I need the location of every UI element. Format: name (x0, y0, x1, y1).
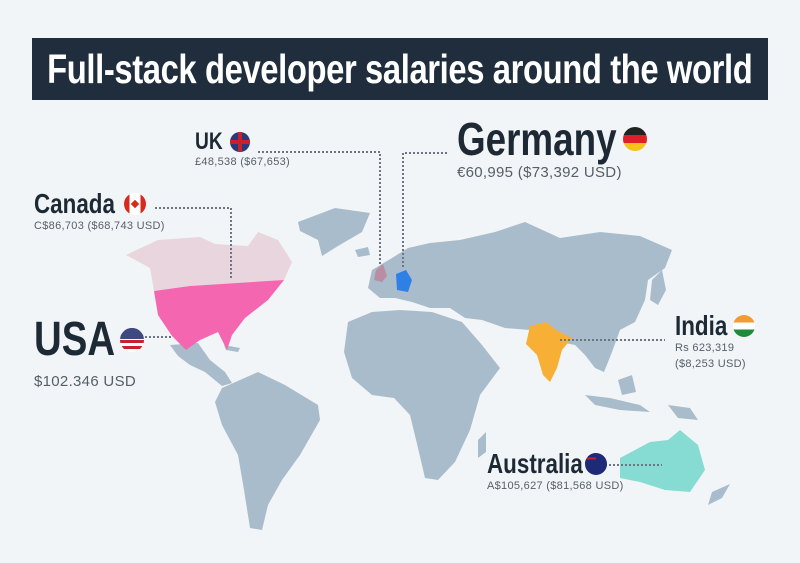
japan (650, 270, 666, 305)
south-america (215, 372, 320, 530)
usa-salary: $102.346 USD (34, 373, 137, 390)
australia-flag-icon (585, 453, 608, 475)
uk-salary: £48,538 ($67,653) (195, 156, 291, 168)
uk-label: UK £48,538 ($67,653) (195, 128, 290, 168)
canada-leader-line (155, 207, 232, 278)
uk-leader-line (258, 151, 381, 265)
germany-region (396, 270, 412, 292)
canada-flag-icon (123, 193, 146, 215)
uk-region (374, 264, 387, 282)
eurasia (368, 222, 672, 372)
usa-flag-icon (119, 327, 144, 352)
india-salary-local: Rs 623,319 (675, 342, 735, 354)
india-region (526, 322, 572, 382)
germany-name: Germany (457, 113, 617, 165)
uk-name: UK (195, 128, 223, 155)
new-zealand (708, 484, 730, 505)
africa (344, 310, 500, 480)
title-banner: Full-stack developer salaries around the… (32, 38, 768, 100)
canada-salary: C$86,703 ($68,743 USD) (34, 220, 165, 232)
germany-label: Germany €60,995 ($73,392 USD) (457, 112, 647, 181)
usa-region (154, 280, 284, 350)
canada-region (126, 232, 292, 291)
canada-name: Canada (34, 188, 115, 219)
germany-flag-icon (622, 127, 647, 151)
india-flag-icon (732, 315, 755, 337)
iceland (355, 247, 370, 257)
australia-label: Australia A$105,627 ($81,568 USD) (487, 448, 624, 492)
borneo (618, 375, 636, 395)
india-salary-usd: ($8,253 USD) (675, 358, 746, 370)
usa-name: USA (34, 313, 116, 366)
india-name: India (675, 310, 728, 341)
australia-salary: A$105,627 ($81,568 USD) (487, 480, 624, 492)
australia-region (620, 430, 705, 492)
page-title: Full-stack developer salaries around the… (47, 45, 753, 92)
madagascar (478, 432, 486, 458)
southeast-asia-islands (585, 395, 650, 412)
new-guinea (668, 405, 698, 420)
india-label: India Rs 623,319 ($8,253 USD) (675, 310, 755, 370)
central-america (170, 343, 232, 386)
australia-name: Australia (487, 448, 583, 479)
uk-flag-icon (230, 132, 251, 152)
canada-label: Canada C$86,703 ($68,743 USD) (34, 188, 165, 232)
greenland (298, 208, 370, 256)
usa-label: USA $102.346 USD (34, 312, 144, 390)
germany-salary: €60,995 ($73,392 USD) (457, 164, 622, 181)
germany-leader-line (402, 152, 447, 268)
